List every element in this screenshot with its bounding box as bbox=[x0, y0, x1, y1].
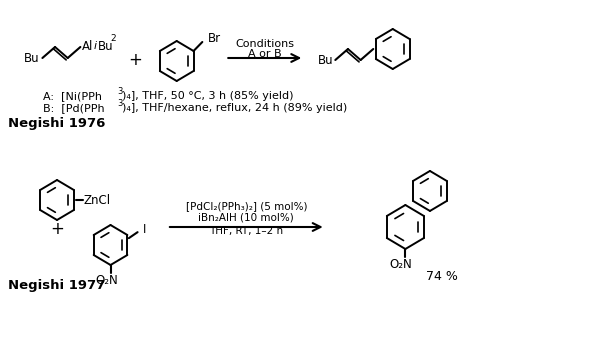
Text: Negishi 1976: Negishi 1976 bbox=[8, 117, 106, 130]
Text: Conditions: Conditions bbox=[235, 39, 294, 49]
Text: I: I bbox=[142, 223, 146, 236]
Text: Al: Al bbox=[82, 39, 94, 53]
Text: )₄], THF, 50 °C, 3 h (85% yield): )₄], THF, 50 °C, 3 h (85% yield) bbox=[122, 91, 294, 101]
Text: THF, RT, 1–2 h: THF, RT, 1–2 h bbox=[209, 226, 283, 236]
Text: +: + bbox=[128, 51, 142, 69]
Text: 3: 3 bbox=[118, 87, 123, 96]
Text: Br: Br bbox=[208, 32, 221, 45]
Text: iBn₂AlH (10 mol%): iBn₂AlH (10 mol%) bbox=[199, 212, 294, 222]
Text: A or B: A or B bbox=[248, 49, 281, 59]
Text: 2: 2 bbox=[110, 34, 116, 43]
Text: 74 %: 74 % bbox=[425, 271, 458, 284]
Text: ZnCl: ZnCl bbox=[83, 194, 110, 207]
Text: )₄], THF/hexane, reflux, 24 h (89% yield): )₄], THF/hexane, reflux, 24 h (89% yield… bbox=[122, 103, 347, 113]
Text: Bu: Bu bbox=[98, 39, 113, 53]
Text: Negishi 1977: Negishi 1977 bbox=[8, 278, 106, 291]
Text: B:  [Pd(PPh: B: [Pd(PPh bbox=[43, 103, 105, 113]
Text: [PdCl₂(PPh₃)₂] (5 mol%): [PdCl₂(PPh₃)₂] (5 mol%) bbox=[185, 201, 307, 211]
Text: i: i bbox=[94, 41, 97, 51]
Text: O₂N: O₂N bbox=[95, 275, 118, 288]
Text: Bu: Bu bbox=[24, 52, 40, 65]
Text: Bu: Bu bbox=[318, 53, 334, 66]
Text: +: + bbox=[50, 220, 64, 238]
Text: A:  [Ni(PPh: A: [Ni(PPh bbox=[43, 91, 103, 101]
Text: 3: 3 bbox=[118, 99, 123, 108]
Text: O₂N: O₂N bbox=[390, 259, 413, 272]
